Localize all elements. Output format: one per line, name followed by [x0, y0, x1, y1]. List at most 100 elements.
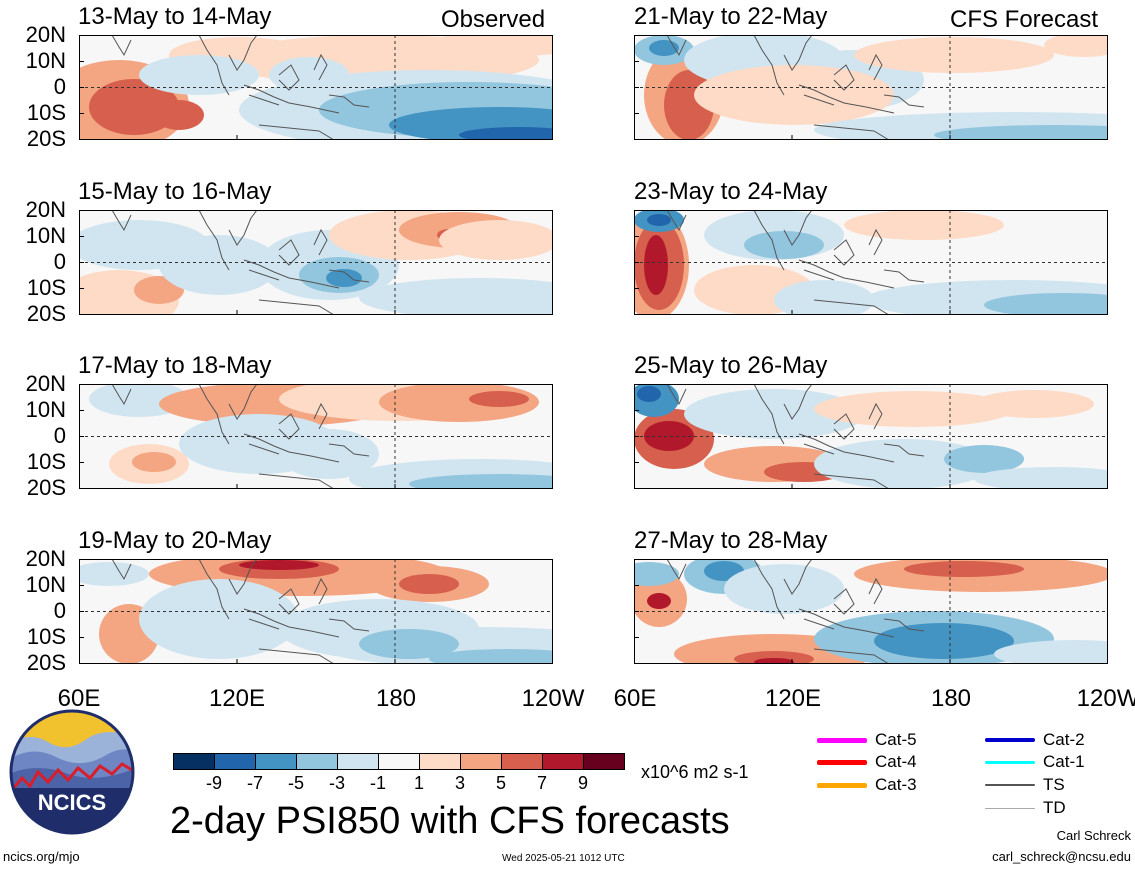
coastline — [803, 94, 835, 106]
panel-title: 25-May to 26-May — [634, 352, 828, 379]
psi-contour-region — [904, 561, 1024, 577]
colorbar-units: x10^6 m2 s-1 — [641, 762, 749, 782]
psi-contour-region — [934, 125, 1108, 140]
lon-tick-label: 120E — [764, 685, 822, 712]
psi-contour-region — [649, 40, 679, 56]
lat-tick-label: 10N — [25, 572, 66, 597]
lon-tick-label: 120W — [521, 685, 585, 712]
coastline — [813, 473, 890, 489]
psi-contour-region — [132, 452, 176, 472]
psi-contour-region — [724, 564, 844, 614]
psi-contour-region — [984, 293, 1108, 315]
coastline — [666, 35, 687, 57]
coastline — [783, 210, 813, 246]
coastline — [111, 210, 132, 232]
legend-line-swatch — [985, 738, 1035, 742]
legend-line-swatch — [817, 782, 867, 788]
coastline — [228, 210, 258, 246]
coastline — [248, 443, 280, 455]
observed-label: Observed — [441, 6, 546, 33]
psi-contour-region — [409, 474, 553, 489]
coastline — [803, 269, 835, 281]
colorbar-swatch — [255, 753, 297, 770]
lat-tick-label: 20S — [26, 475, 66, 500]
lat-tick-label: 10N — [25, 48, 66, 73]
coastline — [868, 53, 883, 81]
timestamp: Wed 2025-05-21 1012 UTC — [502, 853, 625, 864]
psi-contour-region — [974, 390, 1094, 418]
coastline — [813, 124, 890, 140]
coastline — [783, 384, 813, 420]
psi-contour-region — [1044, 35, 1108, 57]
psi850-map-panel — [634, 559, 1108, 664]
lat-tick-label: 10S — [26, 100, 66, 125]
legend-label: Cat-2 — [1043, 730, 1085, 749]
legend-label: Cat-5 — [875, 730, 917, 749]
coastline — [868, 402, 883, 430]
colorbar-swatch — [214, 753, 256, 770]
coastline — [258, 473, 335, 489]
psi850-map-panel — [634, 210, 1108, 315]
author-email[interactable]: carl_schreck@ncsu.edu — [992, 849, 1131, 864]
coastline — [258, 299, 335, 315]
coastline — [111, 384, 132, 406]
coastline — [313, 577, 328, 605]
panel-title: 17-May to 18-May — [78, 352, 272, 379]
lat-tick-label: 0 — [53, 74, 66, 99]
coastline — [833, 239, 855, 266]
coastline — [868, 228, 883, 256]
psi-contour-region — [459, 127, 553, 140]
coastline — [798, 608, 895, 638]
coastline — [278, 413, 300, 440]
coastline — [868, 577, 883, 605]
coastline — [111, 35, 132, 57]
coastline — [243, 608, 340, 638]
main-title: 2-day PSI850 with CFS forecasts — [170, 800, 730, 842]
legend-line-swatch — [985, 784, 1035, 786]
psi-contour-region — [359, 278, 553, 315]
cfs-forecast-label: CFS Forecast — [950, 6, 1099, 33]
panel-title: 21-May to 22-May — [634, 3, 828, 30]
panel-title: 19-May to 20-May — [78, 527, 272, 554]
psi-contour-region — [944, 445, 1024, 473]
psi-contour-region — [159, 235, 279, 295]
coastline — [666, 559, 687, 581]
colorbar-tick-label: 7 — [536, 773, 548, 793]
colorbar-tick-label: -7 — [246, 773, 264, 793]
coastline — [243, 433, 340, 463]
coastline — [783, 559, 813, 595]
coastline — [833, 64, 855, 91]
lon-tick-label: 60E — [613, 685, 657, 712]
colorbar — [173, 753, 625, 770]
panel-title: 15-May to 16-May — [78, 178, 272, 205]
psi850-map-panel — [634, 384, 1108, 489]
colorbar-swatch — [378, 753, 420, 770]
coastline — [258, 648, 335, 664]
lat-tick-label: 20S — [26, 301, 66, 326]
psi-contour-region — [429, 649, 553, 664]
legend-label: Cat-3 — [875, 775, 917, 794]
coastline — [278, 64, 300, 91]
coastline — [258, 124, 335, 140]
psi-contour-region — [754, 658, 794, 664]
lat-tick-label: 20N — [25, 546, 66, 571]
coastline — [328, 94, 370, 108]
coastline — [813, 648, 890, 664]
coastline — [883, 94, 925, 108]
lat-tick-label: 20N — [25, 197, 66, 222]
psi-contour-region — [139, 55, 259, 95]
site-link[interactable]: ncics.org/mjo — [3, 849, 80, 864]
lat-tick-label: 10S — [26, 449, 66, 474]
psi-contour-region — [359, 629, 459, 659]
psi-contour-region — [647, 593, 671, 609]
ncics-logo: NCICS — [9, 709, 135, 835]
legend-label: Cat-1 — [1043, 752, 1085, 771]
coastline — [798, 259, 895, 289]
psi-contour-region — [644, 235, 668, 295]
panel-title: 13-May to 14-May — [78, 3, 272, 30]
colorbar-swatch — [337, 753, 379, 770]
coastline — [243, 259, 340, 289]
legend-label: TD — [1043, 798, 1066, 817]
legend-label: Cat-4 — [875, 752, 917, 771]
legend-line-swatch — [817, 737, 867, 743]
